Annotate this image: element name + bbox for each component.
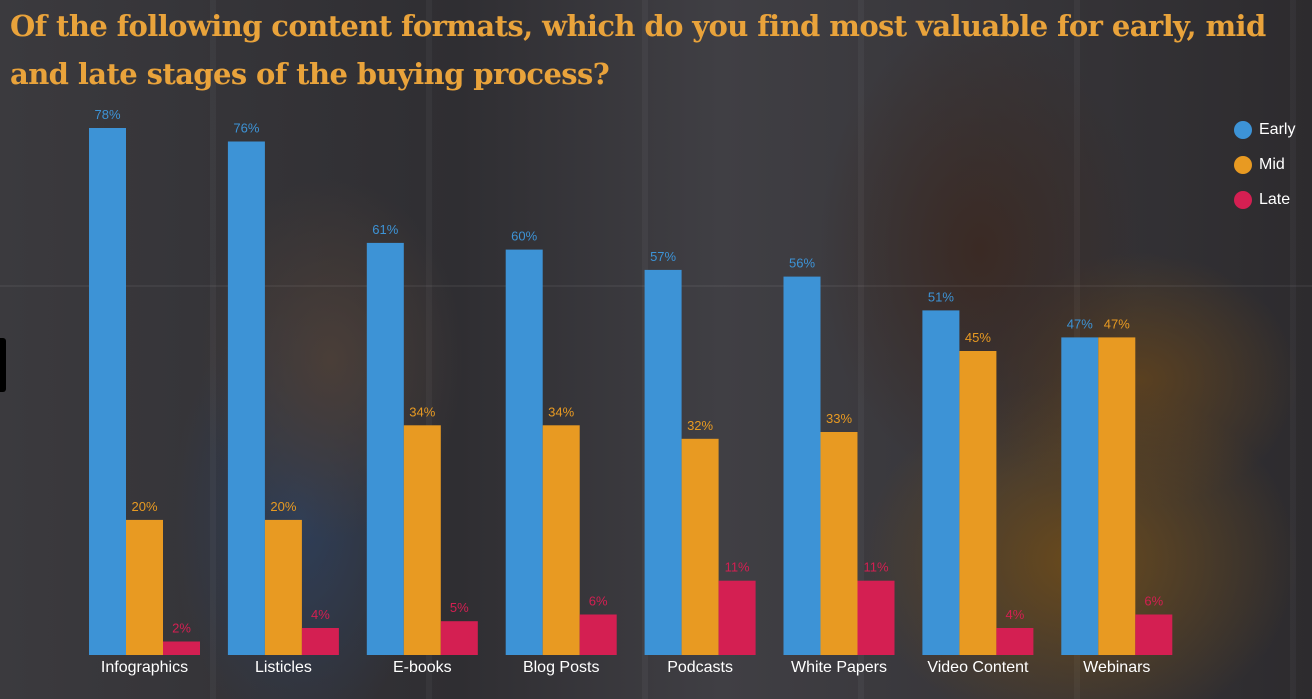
- chart-title: Of the following content formats, which …: [10, 9, 1266, 91]
- legend-swatch-late: [1234, 190, 1252, 209]
- bar-listicles-late: [301, 628, 339, 655]
- legend-label-early: Early: [1259, 120, 1296, 138]
- legend-item-late[interactable]: Late: [1234, 182, 1312, 217]
- category-label-podcasts: Podcasts: [667, 659, 733, 676]
- data-label-white-papers-early: 56%: [789, 256, 815, 271]
- data-label-blog-posts-mid: 34%: [548, 404, 574, 419]
- bar-white-papers-late: [857, 580, 895, 655]
- bar-blog-posts-mid: [542, 425, 580, 655]
- bar-e-books-late: [440, 621, 478, 655]
- data-label-listicles-mid: 20%: [270, 499, 296, 514]
- legend-label-late: Late: [1259, 190, 1291, 208]
- data-label-listicles-late: 4%: [311, 607, 330, 622]
- data-label-infographics-mid: 20%: [131, 499, 157, 514]
- data-label-listicles-early: 76%: [233, 121, 259, 136]
- data-label-blog-posts-early: 60%: [511, 229, 537, 244]
- bar-infographics-mid: [126, 519, 163, 655]
- category-label-white-papers: White Papers: [791, 659, 887, 676]
- bar-video-content-early: [922, 310, 960, 655]
- bar-podcasts-mid: [681, 438, 719, 655]
- bar-listicles-mid: [264, 519, 302, 655]
- data-label-video-content-early: 51%: [928, 289, 954, 304]
- data-label-webinars-late: 6%: [1144, 594, 1163, 609]
- bar-infographics-late: [163, 641, 200, 655]
- bar-video-content-late: [996, 628, 1034, 655]
- bar-white-papers-mid: [820, 432, 858, 655]
- bar-podcasts-late: [718, 580, 756, 655]
- legend-swatch-mid: [1234, 155, 1252, 174]
- data-label-webinars-early: 47%: [1067, 316, 1093, 331]
- data-label-e-books-mid: 34%: [409, 404, 435, 419]
- bar-e-books-early: [366, 242, 404, 655]
- data-label-video-content-mid: 45%: [965, 330, 991, 345]
- bar-white-papers-early: [783, 276, 821, 655]
- bar-e-books-mid: [403, 425, 441, 655]
- data-label-infographics-late: 2%: [172, 621, 191, 636]
- data-label-webinars-mid: 47%: [1104, 316, 1130, 331]
- bar-blog-posts-early: [505, 249, 543, 655]
- bar-listicles-early: [227, 141, 265, 655]
- legend-item-mid[interactable]: Mid: [1234, 147, 1312, 182]
- data-label-white-papers-late: 11%: [863, 560, 888, 575]
- legend-item-early[interactable]: Early: [1234, 112, 1312, 147]
- bar-webinars-late: [1135, 614, 1173, 655]
- bar-podcasts-early: [644, 269, 682, 655]
- data-label-podcasts-late: 11%: [725, 560, 750, 575]
- bar-infographics-early: [89, 128, 126, 655]
- side-tab-handle[interactable]: [0, 338, 6, 392]
- bar-webinars-mid: [1098, 337, 1136, 655]
- data-label-infographics-early: 78%: [94, 107, 120, 122]
- data-label-e-books-late: 5%: [450, 600, 469, 615]
- legend-label-mid: Mid: [1259, 155, 1285, 173]
- legend-swatch-early: [1234, 120, 1252, 139]
- legend: Early Mid Late: [1234, 112, 1312, 217]
- bar-webinars-early: [1061, 337, 1099, 655]
- bar-blog-posts-late: [579, 614, 617, 655]
- category-label-video-content: Video Content: [927, 659, 1029, 676]
- bar-video-content-mid: [959, 351, 997, 655]
- data-label-blog-posts-late: 6%: [589, 594, 608, 609]
- data-label-e-books-early: 61%: [372, 222, 398, 237]
- data-label-podcasts-mid: 32%: [687, 418, 713, 433]
- category-label-blog-posts: Blog Posts: [523, 659, 599, 676]
- category-label-e-books: E-books: [393, 659, 452, 676]
- category-label-webinars: Webinars: [1083, 659, 1150, 676]
- data-label-white-papers-mid: 33%: [826, 411, 852, 426]
- category-label-listicles: Listicles: [255, 659, 312, 676]
- data-label-podcasts-early: 57%: [650, 249, 676, 264]
- category-label-infographics: Infographics: [101, 659, 188, 676]
- data-label-video-content-late: 4%: [1006, 607, 1025, 622]
